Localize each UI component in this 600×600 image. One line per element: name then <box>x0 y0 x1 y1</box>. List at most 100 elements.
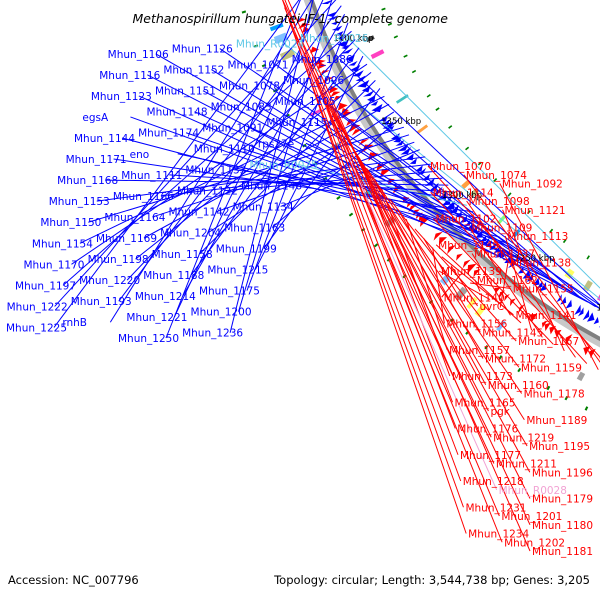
leader-line <box>229 0 314 333</box>
reverse-gene-label: Mhun_1219 <box>493 432 554 444</box>
reverse-gene-arrow <box>330 91 341 98</box>
reverse-gene-arrow <box>310 46 319 54</box>
inner-marker <box>426 94 431 98</box>
reverse-gene-label: Mhun_1074 <box>466 170 527 182</box>
leader-line <box>282 0 531 525</box>
reverse-gene-label: Mhun_1149 <box>438 240 499 252</box>
inner-category-block <box>416 124 429 135</box>
leader-line <box>160 163 431 197</box>
forward-gene-arrow <box>459 215 468 224</box>
leader-line <box>302 55 462 482</box>
leader-line <box>470 282 511 289</box>
reverse-gene-label: Mhun_1201 <box>501 511 562 523</box>
forward-gene-arrow <box>362 89 375 97</box>
leader-line <box>54 0 337 307</box>
outer-marker <box>498 355 503 360</box>
forward-gene-label: Mhun_1078 <box>219 80 280 92</box>
forward-gene-label: Mhun_1164 <box>104 212 165 224</box>
forward-gene-label: Mhun_1111 <box>121 170 182 182</box>
forward-gene-label: Mhun_1150 <box>40 217 101 229</box>
reverse-gene-label: Mhun_1211 <box>496 459 557 471</box>
scale-tick-label: 1350 kbp <box>381 117 421 127</box>
outer-marker <box>241 10 247 14</box>
reverse-gene-arrow <box>544 322 551 332</box>
forward-gene-arrow <box>352 70 364 77</box>
reverse-gene-label: pgk <box>490 406 510 418</box>
leader-line <box>499 262 509 308</box>
outer-marker <box>517 367 522 373</box>
reverse-gene-arrow <box>589 348 596 359</box>
forward-gene-label: Mhun_1106 <box>108 49 169 61</box>
forward-gene-label: Mhun_1133 <box>185 165 246 177</box>
leader-line <box>288 19 464 508</box>
leader-line <box>96 156 426 202</box>
forward-gene-arrow <box>536 280 543 289</box>
reverse-gene-label: Mhun_1177 <box>460 450 521 462</box>
forward-gene-label: Mhun_1168 <box>57 175 118 187</box>
leader-line <box>284 0 503 543</box>
forward-gene-arrow <box>480 235 487 242</box>
reverse-gene-arrow <box>446 244 457 255</box>
leader-line <box>441 256 514 316</box>
forward-gene-label: Mhun_1175 <box>199 286 260 298</box>
outer-marker <box>253 44 259 48</box>
reverse-gene-label: Mhun_1138 <box>510 257 571 269</box>
forward-gene-arrow <box>334 31 344 37</box>
leader-line <box>347 37 600 289</box>
forward-gene-arrow <box>574 304 581 315</box>
backbone-shadow <box>303 0 600 348</box>
reverse-gene-label: Mhun_1181 <box>532 546 593 558</box>
leader-line <box>427 165 600 358</box>
forward-gene-label: Mhun_1071 <box>227 59 288 71</box>
reverse-gene-arrow <box>462 259 471 269</box>
reverse-gene-label: Mhun_1189 <box>526 415 587 427</box>
leader-line <box>471 253 511 316</box>
inner-marker <box>562 238 567 244</box>
reverse-gene-label: Mhun_1173 <box>452 371 513 383</box>
forward-gene-label: Mhun_1153 <box>49 196 110 208</box>
reverse-gene-label: Mhun_1157 <box>449 345 510 357</box>
forward-gene-arrow <box>400 146 411 155</box>
leader-line <box>499 183 599 370</box>
forward-gene-label: Mhun_1214 <box>135 291 196 303</box>
reverse-gene-arrow <box>433 231 443 241</box>
forward-gene-arrow <box>582 309 590 321</box>
forward-gene-label: Mhun_1122 <box>177 186 238 198</box>
inner-marker <box>477 161 482 166</box>
inner-marker <box>549 228 554 233</box>
forward-gene-label: Mhun_1250 <box>118 333 179 345</box>
forward-gene-arrow <box>493 246 500 254</box>
leader-line <box>287 0 531 552</box>
reverse-gene-label: Mhun_1141 <box>515 310 576 322</box>
inner-category-block <box>365 35 375 43</box>
forward-gene-label: Mhun_1204 <box>160 228 221 240</box>
leader-line <box>450 265 478 307</box>
leader-line <box>233 169 461 200</box>
reverse-gene-label: Mhun_1180 <box>532 520 593 532</box>
forward-gene-arrow <box>348 60 358 66</box>
forward-gene-label: Mhun_1221 <box>126 312 187 324</box>
map-title: Methanospirillum hungatei JF-1, complete… <box>132 11 448 26</box>
leader-line <box>152 134 410 218</box>
reverse-gene-label: Mhun_1172 <box>485 354 546 366</box>
outer-category-block <box>576 371 586 382</box>
forward-gene-label: Mhun_1222 <box>7 301 68 313</box>
reverse-gene-label: Mhun_1202 <box>504 537 565 549</box>
forward-gene-arrow <box>577 307 584 317</box>
leader-line <box>466 200 576 358</box>
reverse-gene-label: Mhun_1159 <box>521 362 582 374</box>
forward-gene-label: Mhun_1215 <box>207 265 268 277</box>
outer-category-block <box>466 296 478 310</box>
forward-gene-label: rnhB <box>62 317 87 329</box>
leader-line <box>293 31 531 499</box>
leader-line <box>53 0 300 328</box>
forward-gene-label: Mhun_1169 <box>96 233 157 245</box>
reverse-gene-label: Mhun_1156 <box>446 319 507 331</box>
leader-line <box>263 88 381 249</box>
forward-gene-arrow <box>424 177 435 187</box>
inner-category-block <box>469 187 480 198</box>
forward-gene-label: Mhun_1086 <box>292 54 353 66</box>
reverse-gene-arrow <box>583 346 591 356</box>
forward-gene-label: Mhun_1163 <box>224 222 285 234</box>
leader-line <box>330 79 581 298</box>
